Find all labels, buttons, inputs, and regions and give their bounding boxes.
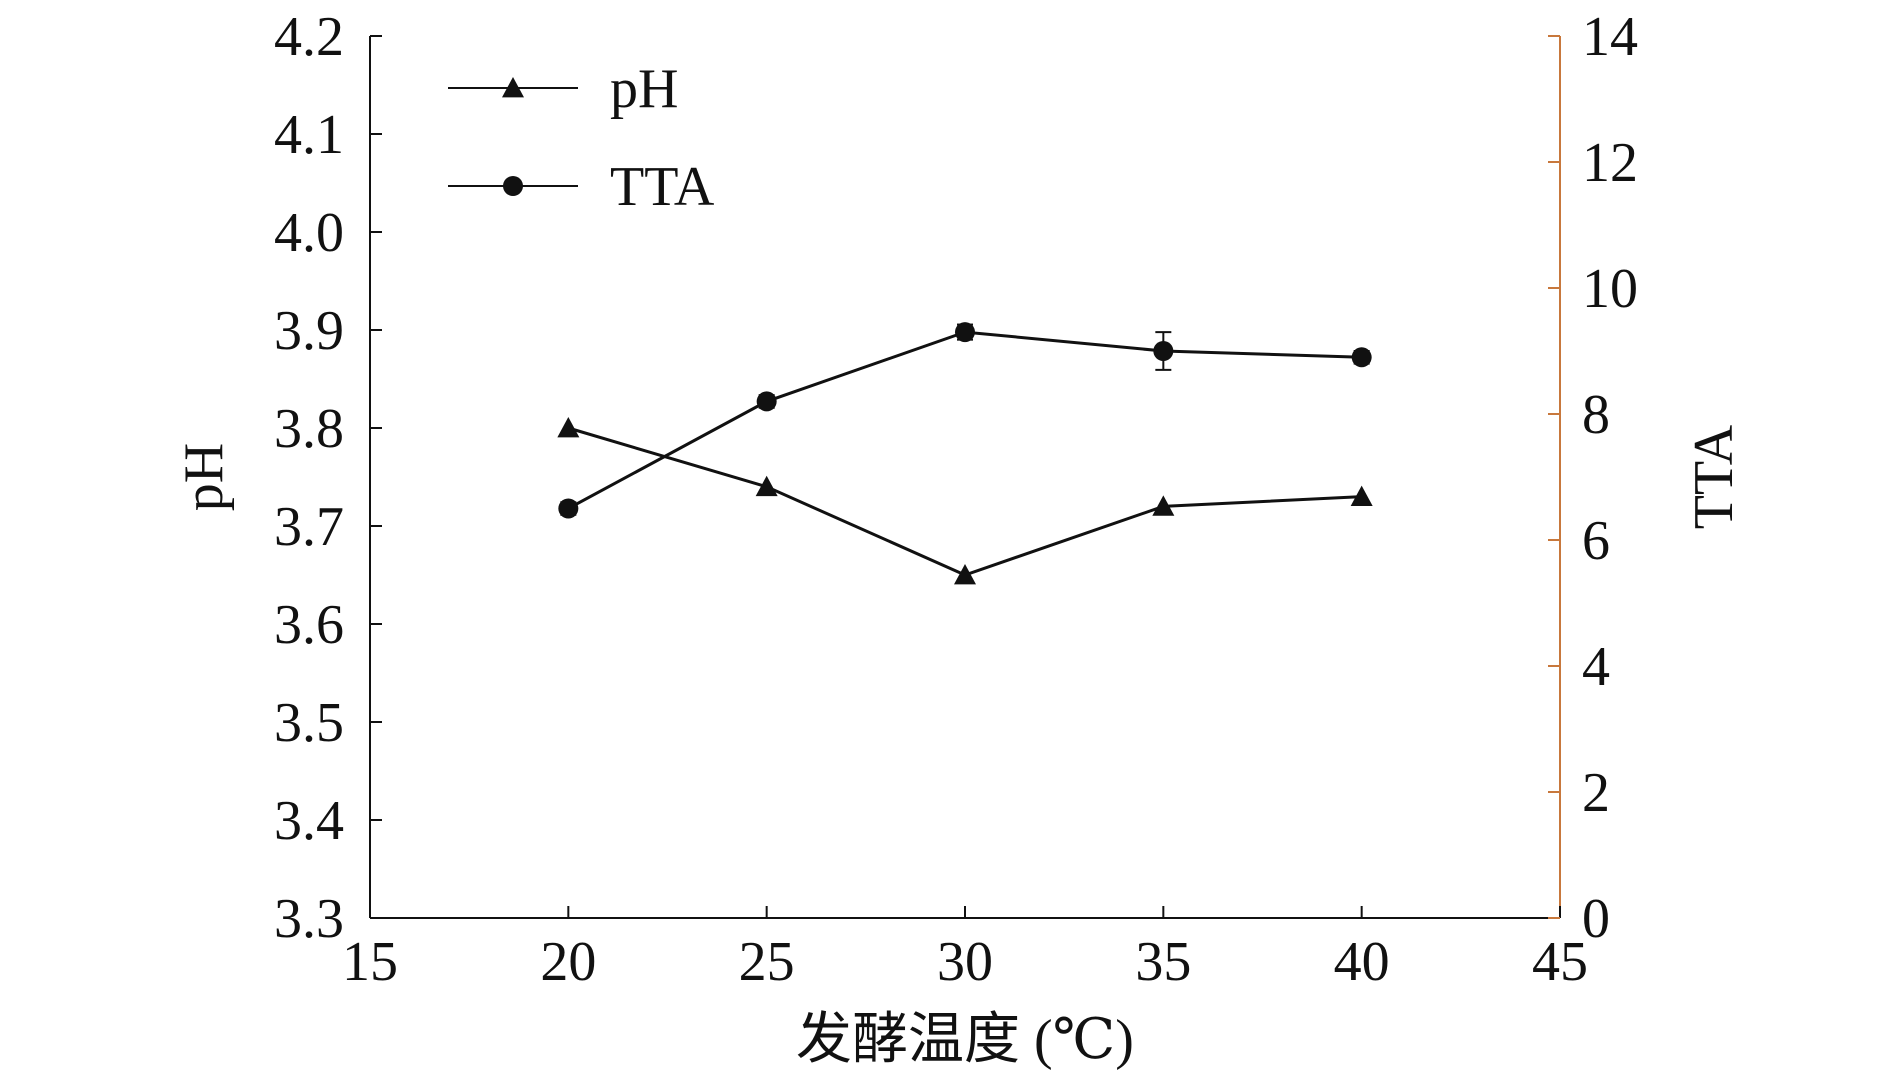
y-axis-right-title: TTA: [1683, 424, 1745, 529]
ticks-group: 15 20 25 30 35 40 453.33.43.53.63.73.83.94.04.…: [274, 6, 1638, 993]
x-axis-title: 发酵温度 (℃): [796, 1009, 1134, 1071]
x-tick-label: 30: [937, 931, 993, 993]
y-right-tick-label: 4: [1582, 636, 1610, 698]
data-point-tta: [558, 498, 579, 519]
legend: pH TTA: [448, 58, 715, 218]
axes-group: [369, 36, 1561, 919]
y-right-tick-label: 10: [1582, 258, 1638, 320]
data-point-ph: [954, 564, 976, 585]
x-tick-label: 20: [540, 931, 596, 993]
y-left-tick-label: 3.6: [274, 594, 344, 656]
series-line-tta: [567, 330, 1362, 510]
y-left-tick-label: 3.5: [274, 692, 344, 754]
legend-label-ph: pH: [610, 58, 678, 120]
data-point-tta: [955, 322, 975, 343]
y-left-tick-label: 4.0: [274, 202, 344, 264]
data-point-tta: [1351, 347, 1372, 368]
legend-label-tta: TTA: [610, 156, 715, 218]
series-line-ph: [567, 426, 1362, 577]
x-tick-label: 45: [1532, 931, 1588, 993]
y-left-tick-label: 3.4: [274, 790, 344, 852]
x-tick-label: 15: [342, 931, 398, 993]
y-right-tick-label: 8: [1582, 384, 1610, 446]
y-right-tick-label: 12: [1582, 132, 1638, 194]
y-left-tick-label: 3.7: [274, 496, 344, 558]
y-right-tick-label: 6: [1582, 510, 1610, 572]
y-left-tick-label: 3.3: [274, 888, 344, 950]
y-right-tick-label: 14: [1582, 6, 1638, 68]
y-left-tick-label: 4.1: [274, 104, 344, 166]
y-axis-left-title: pH: [173, 443, 235, 511]
x-tick-label: 25: [739, 931, 795, 993]
data-point-ph: [1350, 485, 1373, 506]
legend-marker-ph: [502, 77, 524, 98]
data-point-ph: [1152, 495, 1175, 516]
x-tick-label: 35: [1135, 931, 1191, 993]
series-group: [557, 322, 1373, 585]
data-point-ph: [755, 475, 778, 497]
data-point-tta: [756, 391, 777, 412]
y-left-tick-label: 3.9: [274, 300, 344, 362]
x-tick-label: 40: [1334, 931, 1390, 993]
data-point-tta: [1153, 341, 1174, 361]
y-right-tick-label: 2: [1582, 762, 1610, 824]
legend-marker-tta: [503, 176, 523, 196]
y-left-tick-label: 4.2: [274, 6, 344, 68]
y-right-tick-label: 0: [1582, 888, 1610, 950]
data-point-ph: [557, 417, 580, 438]
y-left-tick-label: 3.8: [274, 398, 344, 460]
